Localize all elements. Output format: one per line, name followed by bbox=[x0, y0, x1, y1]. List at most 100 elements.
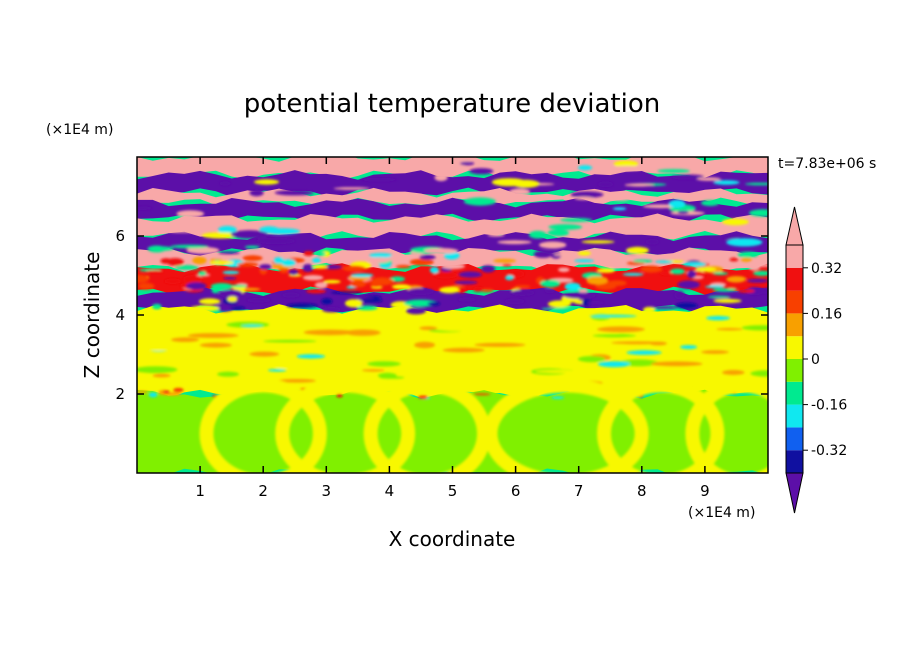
eddy bbox=[540, 279, 561, 288]
y-axis-label: Z coordinate bbox=[80, 252, 104, 379]
eddy bbox=[581, 240, 615, 244]
eddy bbox=[152, 303, 162, 310]
eddy bbox=[429, 266, 439, 274]
eddy bbox=[197, 271, 207, 276]
eddy bbox=[611, 341, 664, 345]
eddy bbox=[336, 394, 343, 398]
eddy bbox=[650, 361, 703, 367]
eddy bbox=[564, 282, 581, 291]
eddy bbox=[596, 268, 616, 273]
eddy bbox=[626, 246, 649, 254]
eddy bbox=[169, 230, 195, 233]
eddy bbox=[533, 250, 553, 258]
eddy bbox=[286, 303, 318, 309]
eddy bbox=[137, 366, 178, 374]
eddy bbox=[171, 337, 200, 343]
layer-band bbox=[137, 157, 768, 180]
convective-roll bbox=[483, 378, 649, 473]
eddy bbox=[726, 276, 746, 283]
eddy bbox=[174, 265, 199, 270]
eddy bbox=[682, 262, 707, 267]
eddy bbox=[201, 232, 239, 239]
eddy bbox=[473, 393, 491, 396]
eddy bbox=[369, 283, 382, 288]
eddy bbox=[349, 279, 367, 288]
eddy bbox=[288, 269, 299, 276]
colorbar-swatch bbox=[786, 313, 803, 337]
eddy bbox=[406, 307, 427, 315]
eddy bbox=[747, 278, 768, 283]
convective-roll bbox=[685, 378, 768, 473]
eddy bbox=[722, 236, 740, 240]
eddy bbox=[712, 272, 729, 275]
eddy bbox=[696, 177, 722, 181]
convective-roll bbox=[199, 378, 327, 473]
layer-band bbox=[137, 197, 768, 224]
eddy bbox=[311, 264, 328, 269]
eddy bbox=[570, 191, 604, 198]
eddy bbox=[323, 264, 342, 270]
colorbar-max-arrow bbox=[785, 206, 804, 246]
eddy bbox=[211, 288, 220, 294]
eddy bbox=[137, 313, 174, 318]
eddy bbox=[295, 265, 303, 269]
x-axis: 1 2 3 4 5 6 7 8 9 bbox=[195, 157, 710, 500]
eddy bbox=[312, 257, 321, 264]
eddy bbox=[493, 258, 517, 263]
eddy bbox=[146, 270, 164, 274]
eddy bbox=[244, 245, 260, 249]
eddy bbox=[441, 263, 466, 270]
eddy bbox=[737, 251, 759, 258]
eddy bbox=[333, 187, 370, 190]
eddy bbox=[395, 265, 411, 269]
eddy bbox=[209, 260, 234, 265]
eddy bbox=[199, 342, 232, 348]
y-axis: 2 4 6 bbox=[115, 227, 768, 403]
colorbar-tick-label: 0.16 bbox=[811, 306, 842, 322]
eddy bbox=[586, 276, 603, 285]
convective-roll bbox=[597, 378, 725, 473]
eddy bbox=[434, 174, 448, 182]
eddy bbox=[314, 282, 328, 289]
eddy bbox=[362, 369, 385, 372]
eddy bbox=[152, 373, 171, 378]
eddy bbox=[274, 190, 314, 196]
eddy bbox=[138, 282, 155, 290]
x-tick-label: 8 bbox=[637, 482, 647, 500]
colorbar-swatch bbox=[786, 381, 803, 405]
eddy bbox=[242, 255, 263, 261]
eddy bbox=[176, 210, 205, 218]
eddy bbox=[458, 271, 482, 278]
eddy bbox=[726, 238, 763, 247]
eddy bbox=[509, 188, 531, 196]
eddy bbox=[323, 279, 341, 284]
eddy bbox=[722, 370, 745, 375]
colorbar-swatch bbox=[786, 359, 803, 382]
eddy bbox=[668, 199, 686, 208]
eddy bbox=[551, 396, 565, 400]
eddy bbox=[267, 369, 287, 372]
eddy bbox=[535, 370, 580, 373]
eddy bbox=[677, 210, 689, 215]
eddy bbox=[680, 345, 697, 350]
eddy bbox=[192, 256, 207, 265]
eddy bbox=[439, 286, 460, 294]
eddy bbox=[296, 354, 326, 359]
eddy bbox=[541, 307, 572, 311]
eddy bbox=[713, 180, 740, 185]
y-tick-label: 4 bbox=[115, 306, 125, 324]
eddy bbox=[322, 307, 341, 313]
eddy bbox=[329, 166, 349, 171]
eddy bbox=[137, 274, 150, 283]
eddy bbox=[712, 288, 738, 292]
eddy bbox=[259, 226, 280, 233]
colorbar-swatch bbox=[786, 427, 803, 451]
layer-band bbox=[137, 247, 768, 273]
eddy bbox=[431, 344, 452, 348]
eddy bbox=[454, 280, 478, 285]
eddy bbox=[729, 257, 739, 262]
eddy bbox=[228, 284, 248, 288]
x-unit-label: (×1E4 m) bbox=[688, 505, 755, 521]
eddy bbox=[589, 314, 637, 318]
x-tick-label: 1 bbox=[195, 482, 205, 500]
